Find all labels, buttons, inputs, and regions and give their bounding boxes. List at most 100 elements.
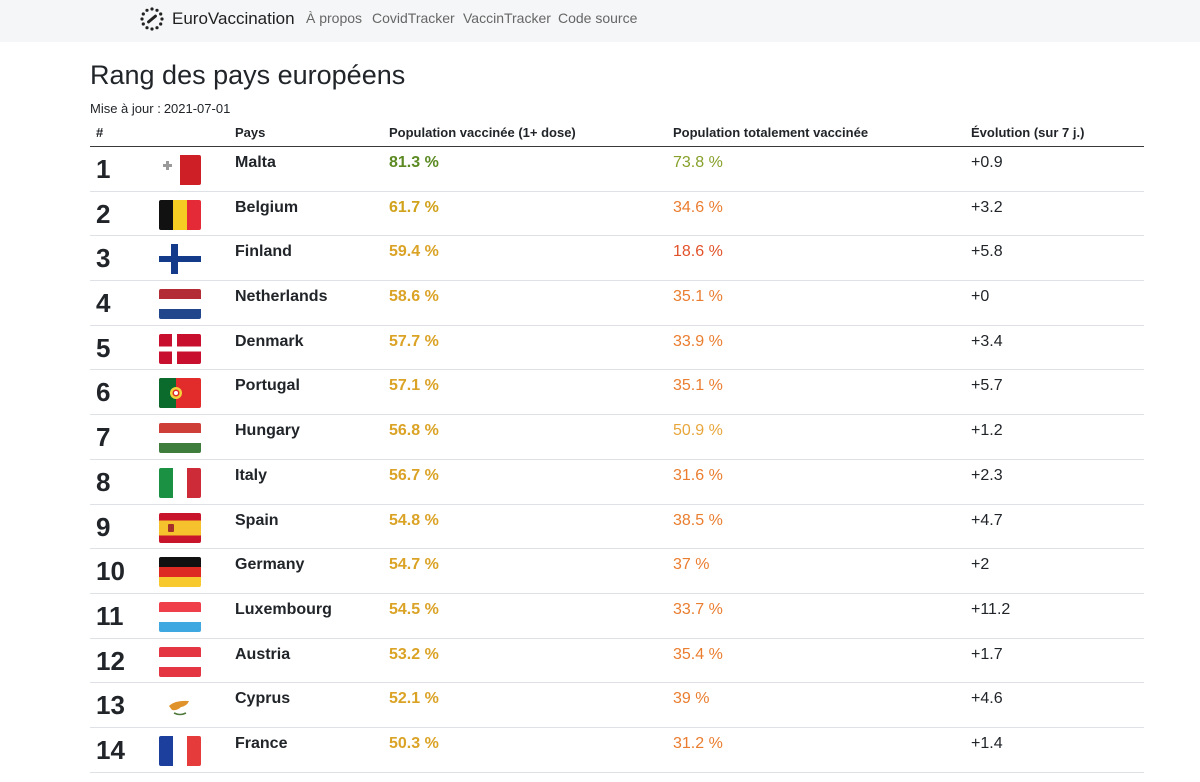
row-one-dose: 59.4 % [389,243,439,261]
row-one-dose: 53.2 % [389,645,439,663]
row-one-dose: 54.8 % [389,511,439,529]
row-rank: 12 [96,645,125,676]
row-one-dose: 54.7 % [389,556,439,574]
row-one-dose: 81.3 % [389,154,439,171]
row-country: Spain [235,511,279,529]
netherlands-flag-icon [159,289,201,320]
row-rank: 5 [96,332,111,363]
row-rank: 10 [96,556,125,587]
header-fully-vaccinated: Population totalement vaccinée [673,125,869,140]
row-rank: 2 [96,198,111,229]
row-fully-vaccinated: 33.9 % [673,332,723,350]
table-row: 6 Portugal 57.1 % 35.1 % +5.7 [90,370,1144,416]
row-one-dose: 52.1 % [389,690,439,708]
row-rank: 4 [96,288,111,319]
table-row: 2 Belgium 61.7 % 34.6 % +3.2 [90,192,1144,237]
row-fully-vaccinated: 50.9 % [673,422,723,440]
row-fully-vaccinated: 34.6 % [673,198,723,216]
italy-flag-icon [159,467,201,498]
nav-link-vaccintracker[interactable]: VaccinTracker [463,10,551,26]
spain-flag-icon [159,512,201,543]
row-country: Italy [235,466,268,484]
eu-stars-logo-icon [140,7,164,31]
row-rank: 11 [96,600,124,631]
row-fully-vaccinated: 35.1 % [673,377,723,395]
table-body: 1 Malta 81.3 % 73.8 % +0.9 2 Belgium 61.7 % 34.6… [90,147,1144,773]
header-evolution: Évolution (sur 7 j.) [971,125,1085,140]
row-one-dose: 58.6 % [389,288,439,306]
row-fully-vaccinated: 73.8 % [673,154,723,171]
table-row: 11 Luxembourg 54.5 % 33.7 % +11.2 [90,594,1144,639]
page-title: Rang des pays européens [90,60,406,90]
row-fully-vaccinated: 31.2 % [673,734,723,752]
row-country: Hungary [235,422,300,440]
row-one-dose: 50.3 % [389,734,439,752]
row-rank: 1 [96,154,111,184]
row-country: Netherlands [235,288,328,306]
row-evolution: +11.2 [971,600,1011,618]
header-rank: # [96,125,104,140]
table-row: 1 Malta 81.3 % 73.8 % +0.9 [90,147,1144,192]
row-rank: 7 [96,422,111,453]
brand-name: EuroVaccination [172,9,295,28]
france-flag-icon [159,735,201,766]
last-updated-label: Mise à jour : [90,101,161,116]
row-rank: 14 [96,734,125,765]
row-fully-vaccinated: 18.6 % [673,243,723,261]
belgium-flag-icon [159,199,201,230]
row-fully-vaccinated: 35.1 % [673,288,723,306]
row-evolution: +4.7 [971,511,1003,529]
header-country: Pays [235,125,266,140]
table-row: 12 Austria 53.2 % 35.4 % +1.7 [90,639,1144,684]
malta-flag-icon [159,155,201,185]
luxembourg-flag-icon [159,601,201,632]
table-row: 8 Italy 56.7 % 31.6 % +2.3 [90,460,1144,505]
row-one-dose: 56.8 % [389,422,439,440]
table-row: 9 Spain 54.8 % 38.5 % +4.7 [90,505,1144,550]
row-rank: 8 [96,466,111,497]
nav-link-about[interactable]: À propos [306,10,363,26]
portugal-flag-icon [159,378,201,409]
row-country: Denmark [235,332,304,350]
row-evolution: +0 [971,288,990,306]
row-country: Cyprus [235,690,291,708]
row-evolution: +1.2 [971,422,1003,440]
row-fully-vaccinated: 37 % [673,556,710,574]
row-evolution: +2.3 [971,466,1003,484]
row-one-dose: 57.1 % [389,377,439,395]
denmark-flag-icon [159,333,201,364]
row-evolution: +0.9 [971,154,1003,171]
table-row: 5 Denmark 57.7 % 33.9 % +3.4 [90,326,1144,371]
row-country: Portugal [235,377,300,395]
row-country: Belgium [235,198,299,216]
row-country: Luxembourg [235,600,332,618]
row-one-dose: 54.5 % [389,600,439,618]
row-country: Malta [235,154,276,171]
table-row: 4 Netherlands 58.6 % 35.1 % +0 [90,281,1144,326]
row-rank: 6 [96,377,111,408]
austria-flag-icon [159,646,201,677]
row-one-dose: 61.7 % [389,198,439,216]
table-row: 3 Finland 59.4 % 18.6 % +5.8 [90,236,1144,282]
navbar: EuroVaccination À propos CovidTracker Va… [0,0,1200,42]
row-evolution: +2 [971,556,990,574]
header-one-dose: Population vaccinée (1+ dose) [389,125,576,140]
nav-link-covidtracker[interactable]: CovidTracker [372,10,455,26]
row-fully-vaccinated: 38.5 % [673,511,723,529]
table-row: 14 France 50.3 % 31.2 % +1.4 [90,728,1144,773]
table-row: 13 Cyprus 52.1 % 39 % +4.6 [90,683,1144,728]
last-updated: Mise à jour :2021-07-01 [90,101,230,116]
row-fully-vaccinated: 31.6 % [673,466,723,484]
country-ranking-table: # Pays Population vaccinée (1+ dose) Pop… [90,118,1144,773]
table-row: 10 Germany 54.7 % 37 % +2 [90,549,1144,594]
row-one-dose: 57.7 % [389,332,439,350]
row-evolution: +5.8 [971,243,1003,261]
germany-flag-icon [159,557,201,588]
brand-link[interactable]: EuroVaccination [139,6,295,32]
table-row: 7 Hungary 56.8 % 50.9 % +1.2 [90,415,1144,460]
row-country: Germany [235,556,305,574]
row-country: France [235,734,288,752]
nav-link-source-code[interactable]: Code source [558,10,638,26]
row-evolution: +1.7 [971,645,1003,663]
row-one-dose: 56.7 % [389,466,439,484]
